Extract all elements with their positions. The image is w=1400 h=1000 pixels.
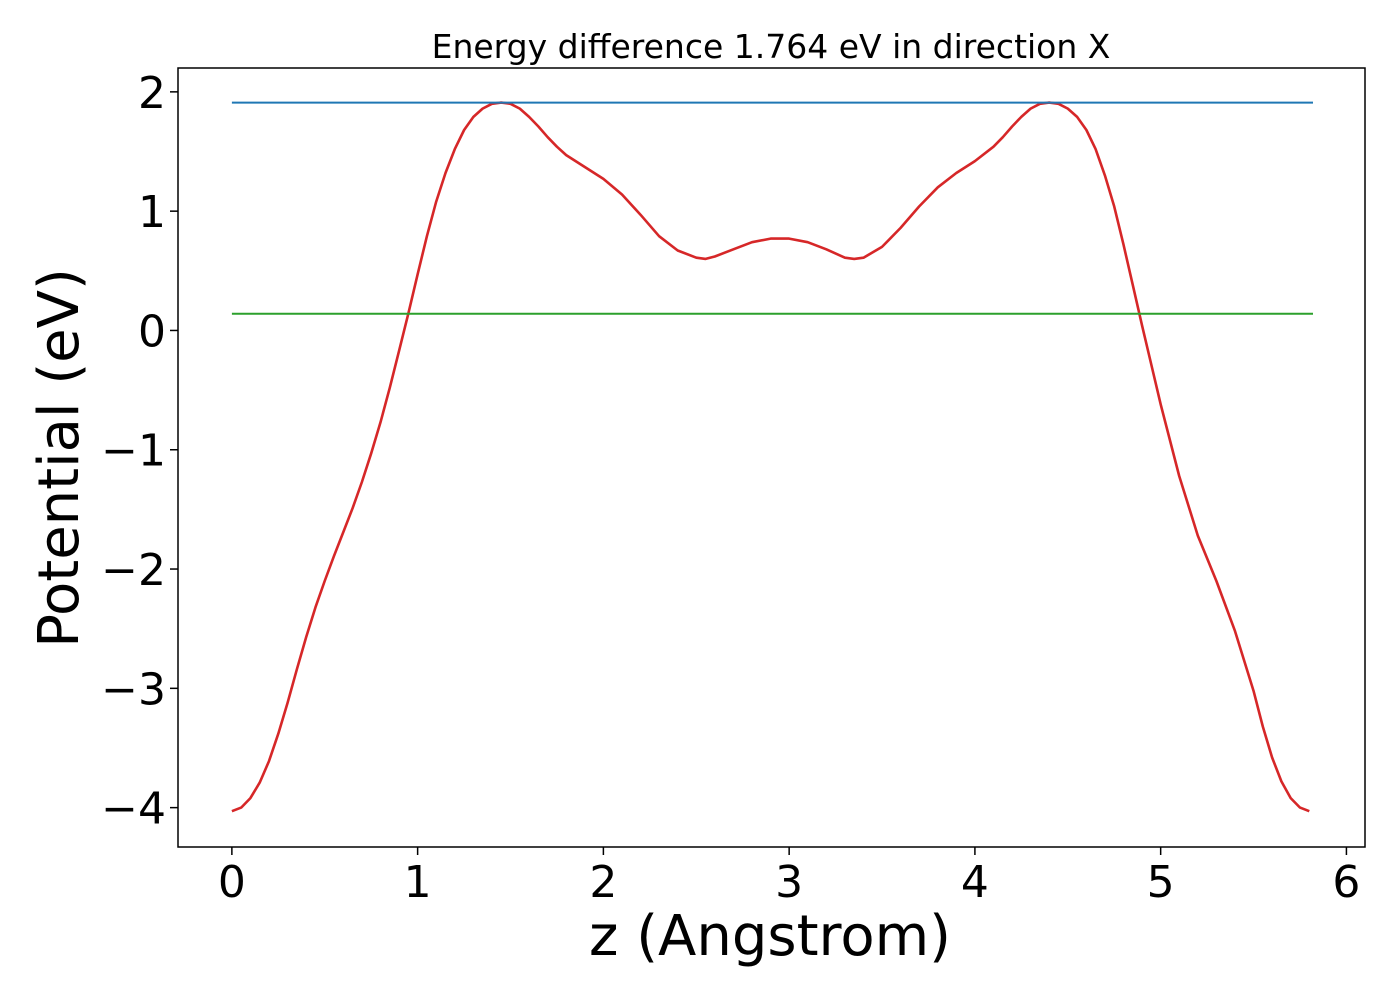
x-tick-label: 6: [1332, 857, 1360, 908]
y-tick-label: 2: [138, 68, 166, 119]
x-axis-title: z (Angstrom): [589, 904, 951, 969]
y-tick-label: −2: [101, 545, 166, 596]
x-tick-label: 2: [589, 857, 617, 908]
x-axis: 0 1 2 3 4 5 6: [218, 847, 1360, 908]
potential-line: [231, 101, 1310, 813]
chart-title: Energy difference 1.764 eV in direction …: [432, 27, 1111, 66]
plot-frame: [177, 67, 1366, 848]
x-tick-label: 3: [775, 857, 803, 908]
x-tick-label: 5: [1147, 857, 1175, 908]
y-tick-label: −4: [101, 784, 166, 835]
y-axis-title: Potential (eV): [27, 268, 92, 648]
series-layer: [231, 101, 1313, 813]
y-tick-label: −3: [101, 664, 166, 715]
y-axis: −4 −3 −2 −1 0 1 2: [101, 68, 178, 835]
x-tick-label: 1: [404, 857, 432, 908]
x-tick-label: 0: [218, 857, 246, 908]
y-tick-label: −1: [101, 426, 166, 477]
x-tick-label: 4: [961, 857, 989, 908]
y-tick-label: 0: [138, 306, 166, 357]
y-tick-label: 1: [138, 187, 166, 238]
